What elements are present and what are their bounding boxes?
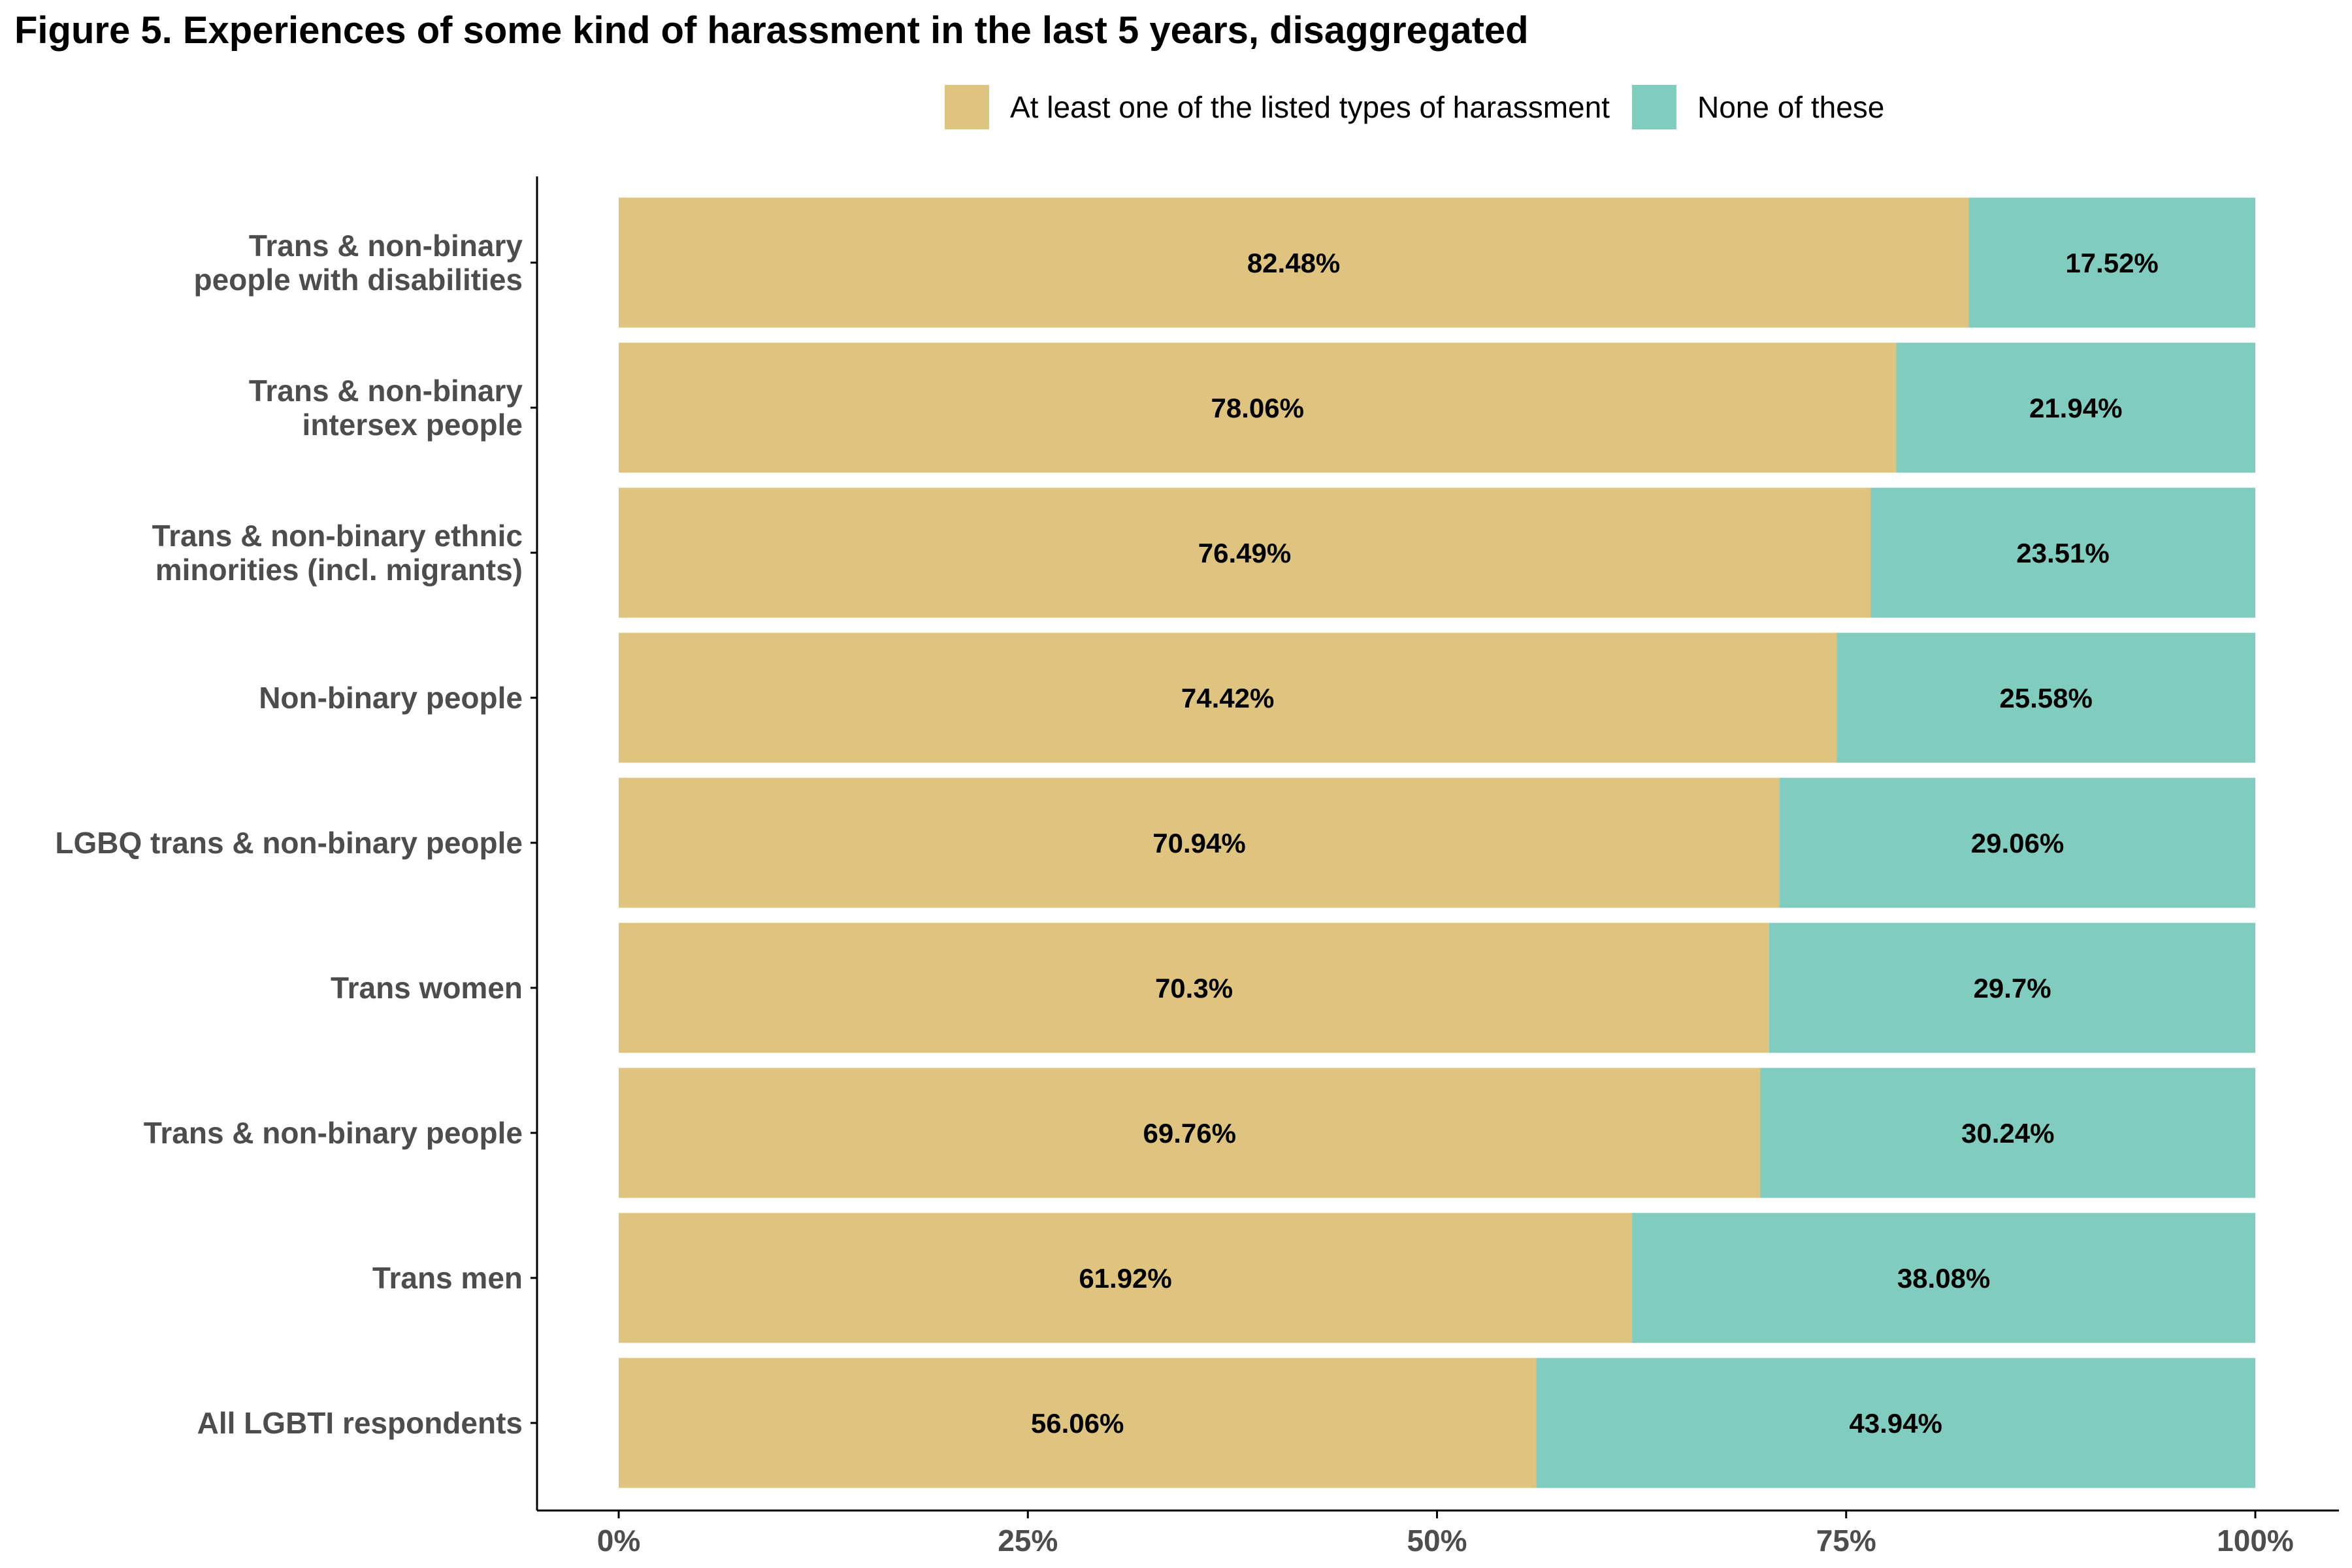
bar-segment-2-row-8 [1632,1213,2255,1343]
bars: 82.48% 17.52% 78.06% 21.94% 76.49% 23.51% 74.4… [619,197,2255,1488]
data-label: 17.52% [2065,248,2158,278]
legend-swatch-1 [945,85,989,129]
category-label-line: intersex people [302,408,523,442]
category-label: Trans men [372,1261,523,1295]
data-label: 38.08% [1897,1263,1990,1294]
category-label-line: minorities (incl. migrants) [155,553,523,587]
x-tick-label: 0% [597,1524,640,1558]
data-label: 25.58% [1999,683,2092,713]
x-tick-label: 50% [1407,1524,1467,1558]
legend-label-1: At least one of the listed types of hara… [1010,90,1610,124]
data-label: 21.94% [2029,393,2122,423]
legend-label-2: None of these [1697,90,1884,124]
bar-segment-1-row-9 [619,1358,1537,1488]
category-label-line: Trans & non-binary [249,374,523,408]
category-label: Trans & non-binary ethnic minorities (inc… [152,519,523,587]
data-label: 82.48% [1247,248,1340,278]
legend-swatch-2 [1631,85,1676,129]
x-tick-label: 25% [998,1524,1058,1558]
category-label-line: people with disabilities [193,263,523,297]
category-label: Trans & non-binary people [144,1116,523,1150]
data-label: 23.51% [2016,538,2109,568]
data-label: 69.76% [1143,1118,1236,1149]
data-label: 43.94% [1849,1408,1942,1439]
bar-segment-2-row-1 [1968,197,2255,328]
bar-segment-2-row-5 [1780,777,2255,908]
category-label: Non-binary people [259,681,523,715]
chart-title: Figure 5. Experiences of some kind of ha… [14,9,1529,52]
bar-segment-1-row-3 [619,487,1871,618]
data-label: 70.94% [1152,828,1245,858]
category-label: LGBQ trans & non-binary people [55,826,523,860]
data-label: 56.06% [1031,1408,1124,1439]
axes: Trans & non-binary people with disabiliti… [55,176,2339,1558]
bar-segment-2-row-6 [1769,923,2255,1053]
bar-segment-2-row-7 [1760,1068,2255,1198]
category-label: All LGBTI respondents [197,1406,523,1440]
data-label: 30.24% [1961,1118,2054,1149]
data-label: 61.92% [1079,1263,1171,1294]
x-tick-label: 100% [2217,1524,2294,1558]
data-label: 74.42% [1181,683,1274,713]
category-label: Trans & non-binary people with disabiliti… [193,229,523,297]
bar-segment-1-row-4 [619,632,1837,763]
bar-segment-1-row-8 [619,1213,1633,1343]
x-tick-label: 75% [1816,1524,1876,1558]
data-label: 29.7% [1973,973,2051,1004]
category-label-line: Trans & non-binary ethnic [152,519,523,553]
category-label: Trans women [331,971,523,1005]
data-label: 78.06% [1211,393,1303,423]
bar-segment-2-row-2 [1896,342,2255,473]
bar-segment-1-row-6 [619,923,1770,1053]
bar-segment-1-row-5 [619,777,1780,908]
bar-segment-1-row-7 [619,1068,1761,1198]
data-label: 76.49% [1198,538,1291,568]
bar-segment-1-row-2 [619,342,1897,473]
bar-segment-2-row-3 [1870,487,2255,618]
legend: At least one of the listed types of hara… [945,85,1884,129]
category-label: Trans & non-binary intersex people [249,374,523,442]
data-label: 29.06% [1971,828,2064,858]
data-label: 70.3% [1155,973,1233,1004]
bar-segment-2-row-9 [1536,1358,2255,1488]
bar-segment-1-row-1 [619,197,1969,328]
bar-segment-2-row-4 [1837,632,2255,763]
category-label-line: Trans & non-binary [249,229,523,263]
